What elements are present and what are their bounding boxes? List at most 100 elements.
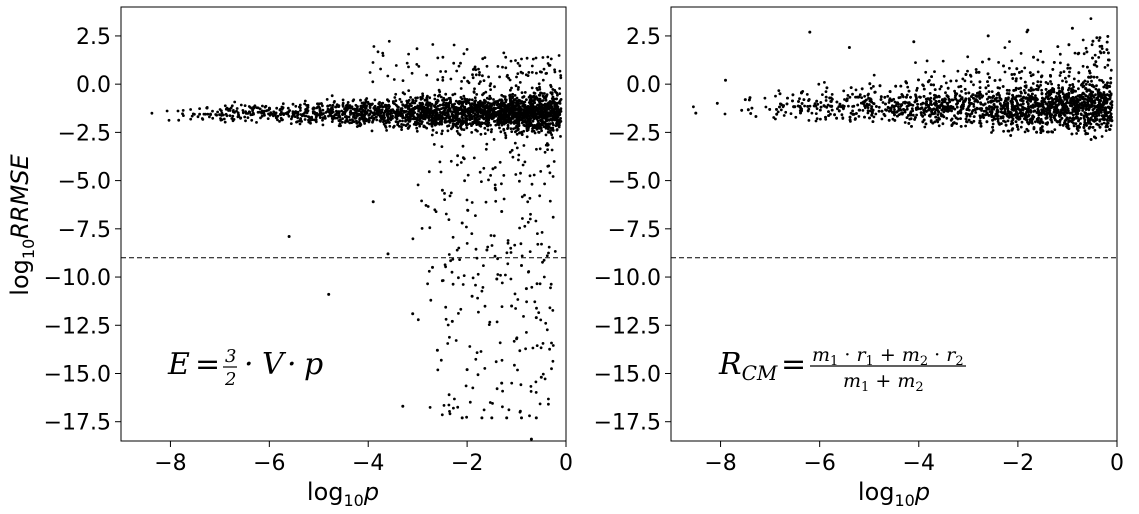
scatter-point xyxy=(549,129,552,133)
scatter-point xyxy=(523,160,527,164)
scatter-point xyxy=(278,112,282,116)
scatter-point xyxy=(443,198,446,202)
scatter-point xyxy=(382,114,386,117)
scatter-point xyxy=(1015,101,1019,105)
scatter-point xyxy=(411,237,415,241)
scatter-point xyxy=(547,114,551,118)
scatter-point xyxy=(1087,75,1090,79)
scatter-point xyxy=(504,98,508,102)
scatter-point xyxy=(545,254,549,258)
scatter-point xyxy=(941,122,945,126)
scatter-point xyxy=(974,68,978,71)
scatter-point xyxy=(1030,121,1034,125)
scatter-point xyxy=(345,104,348,107)
y-tick-label: 0.0 xyxy=(76,73,111,98)
scatter-point xyxy=(270,112,274,116)
scatter-point xyxy=(371,61,375,64)
scatter-point xyxy=(447,403,451,407)
scatter-point xyxy=(368,71,372,74)
scatter-point xyxy=(967,104,971,108)
scatter-point xyxy=(412,112,415,115)
scatter-point xyxy=(435,121,438,125)
scatter-point xyxy=(353,117,357,120)
scatter-point xyxy=(278,120,281,123)
scatter-point xyxy=(403,116,407,120)
scatter-point xyxy=(419,120,423,123)
scatter-point xyxy=(480,289,484,293)
scatter-point xyxy=(782,114,786,117)
scatter-point xyxy=(486,117,490,121)
scatter-point xyxy=(819,117,822,121)
scatter-point xyxy=(558,69,562,73)
scatter-point xyxy=(423,98,427,102)
scatter-point xyxy=(428,406,432,409)
scatter-point xyxy=(492,138,496,141)
scatter-point xyxy=(544,126,548,130)
scatter-point xyxy=(450,105,454,108)
scatter-point xyxy=(461,111,465,115)
scatter-point xyxy=(518,81,522,84)
scatter-point xyxy=(551,344,555,347)
scatter-point xyxy=(255,121,258,124)
scatter-point xyxy=(521,96,524,99)
scatter-point xyxy=(512,120,515,124)
scatter-point xyxy=(881,101,885,104)
scatter-point xyxy=(974,111,978,114)
scatter-point xyxy=(425,73,429,77)
scatter-point xyxy=(1014,120,1018,123)
y-tick-label: −5.0 xyxy=(58,170,111,195)
scatter-point xyxy=(281,106,285,110)
scatter-point xyxy=(967,118,971,122)
scatter-point xyxy=(529,390,533,393)
scatter-point xyxy=(523,116,526,119)
scatter-point xyxy=(1035,87,1038,91)
scatter-point xyxy=(805,93,809,96)
scatter-point xyxy=(866,111,870,115)
scatter-point xyxy=(905,107,909,111)
scatter-point xyxy=(464,384,468,388)
scatter-point xyxy=(438,120,442,123)
scatter-point xyxy=(440,188,444,192)
scatter-point xyxy=(929,96,933,100)
scatter-point xyxy=(384,126,388,129)
scatter-point xyxy=(559,76,563,80)
scatter-point xyxy=(377,108,381,112)
scatter-point xyxy=(530,182,534,186)
scatter-point xyxy=(539,108,543,112)
scatter-point xyxy=(555,97,558,101)
scatter-point xyxy=(521,217,524,220)
scatter-point xyxy=(813,102,817,106)
scatter-point xyxy=(1095,65,1099,68)
scatter-point xyxy=(1077,79,1080,83)
scatter-point xyxy=(461,144,465,148)
scatter-point xyxy=(541,260,544,264)
scatter-point xyxy=(956,111,960,115)
scatter-point xyxy=(328,113,332,117)
scatter-point xyxy=(506,262,510,266)
scatter-point xyxy=(541,94,545,98)
scatter-point xyxy=(445,105,449,109)
scatter-point xyxy=(1057,83,1060,87)
scatter-point xyxy=(211,109,214,113)
scatter-point xyxy=(247,111,251,114)
scatter-point xyxy=(558,119,562,122)
scatter-point xyxy=(528,196,532,200)
scatter-point xyxy=(452,406,455,410)
scatter-point xyxy=(534,416,538,420)
scatter-point xyxy=(477,310,480,314)
scatter-point xyxy=(406,107,410,110)
scatter-point xyxy=(407,52,410,56)
scatter-point xyxy=(517,120,521,123)
scatter-point xyxy=(500,210,504,213)
left-y-ticks: 2.50.0−2.5−5.0−7.5−10.0−12.5−15.0−17.5 xyxy=(44,25,121,436)
scatter-point xyxy=(789,112,793,115)
scatter-point xyxy=(250,118,254,122)
scatter-point xyxy=(1100,135,1104,138)
scatter-point xyxy=(504,55,508,59)
scatter-point xyxy=(502,51,506,55)
scatter-point xyxy=(535,71,538,75)
scatter-point xyxy=(549,282,553,286)
scatter-point xyxy=(545,105,549,109)
scatter-point xyxy=(476,373,480,377)
scatter-point xyxy=(542,67,546,71)
